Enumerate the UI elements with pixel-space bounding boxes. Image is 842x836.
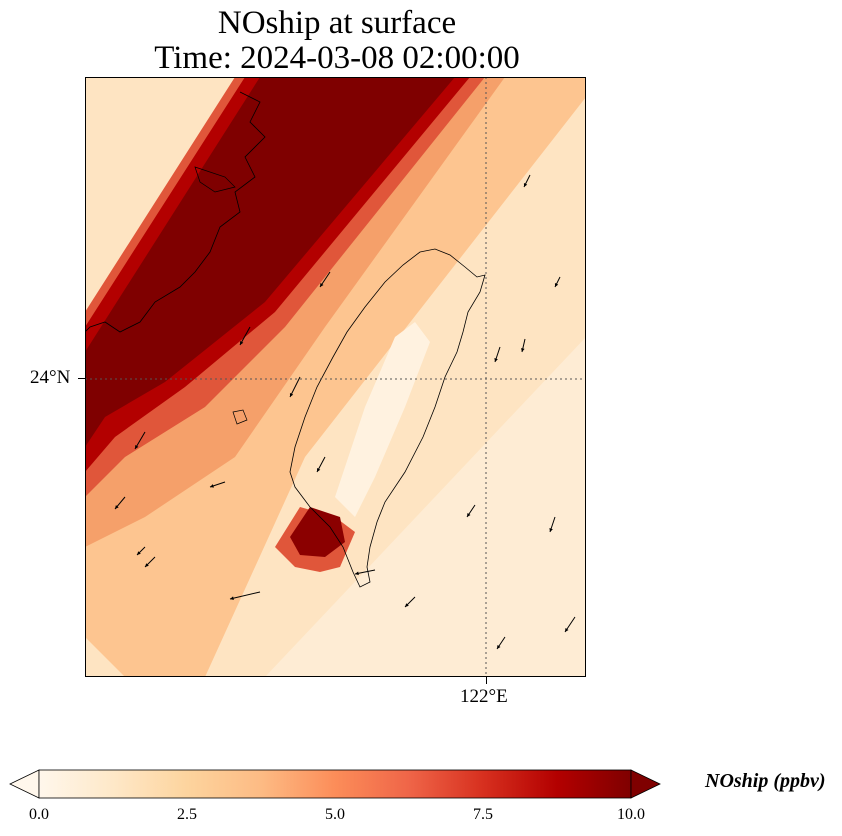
colorbar-tick-1: 2.5 [177, 806, 197, 823]
taiwan-interior-low [335, 322, 430, 517]
title-line-1: NOship at surface [217, 5, 457, 41]
colorbar-tick-4: 10.0 [617, 806, 645, 823]
colorbar-gradient [38, 769, 632, 799]
lon-tick-mark [486, 677, 487, 684]
lat-tick-mark [78, 378, 85, 379]
colorbar-extend-min [9, 769, 40, 799]
wind-arrow [229, 591, 261, 600]
wind-arrow-head [317, 468, 321, 472]
wind-arrow-head [135, 445, 139, 449]
colorbar-label: NOship (ppbv) [705, 770, 826, 792]
lat-tick-label: 24°N [30, 367, 71, 388]
wind-arrow-head [289, 393, 294, 397]
wind-arrow-head [405, 603, 409, 607]
wind-arrow-head [554, 283, 559, 287]
wind-arrow-head [115, 505, 119, 509]
wind-arrow-head [137, 551, 141, 555]
hotspot-core [290, 507, 345, 557]
wind-arrow-head [230, 596, 234, 600]
plume-outer-band [85, 77, 586, 677]
wind-arrow [289, 376, 301, 398]
wind-arrow-head [240, 341, 244, 345]
wind-arrow-head [145, 563, 149, 567]
wind-arrow-head [467, 513, 471, 517]
low-concentration-area [265, 337, 586, 677]
map-svg [85, 77, 586, 677]
wind-arrow-head [523, 183, 528, 187]
colorbar-tick-0: 0.0 [29, 806, 49, 823]
penghu-islands [232, 409, 248, 425]
china-coastline [85, 91, 266, 333]
title-line-2: Time: 2024-03-08 02:00:00 [154, 40, 520, 76]
wind-vectors [114, 174, 576, 650]
wind-arrow-head [494, 358, 498, 362]
coastal-island [194, 166, 236, 193]
wind-arrow-head [320, 283, 324, 287]
colorbar-extend-max [630, 769, 661, 799]
wind-arrow-head [497, 645, 501, 649]
taiwan-coastline [289, 248, 486, 588]
map-panel [85, 77, 586, 677]
colorbar [0, 760, 700, 810]
wind-arrow-head [565, 628, 569, 632]
colorbar-svg [9, 769, 661, 799]
wind-arrow-head [210, 484, 214, 488]
colorbar-tick-3: 7.5 [473, 806, 493, 823]
plume-core [85, 77, 455, 447]
colorbar-tick-2: 5.0 [325, 806, 345, 823]
wind-arrow-head [521, 348, 525, 352]
lon-tick-label: 122°E [460, 686, 508, 707]
wind-arrow-head [549, 528, 553, 532]
wind-arrow-head [355, 571, 359, 576]
